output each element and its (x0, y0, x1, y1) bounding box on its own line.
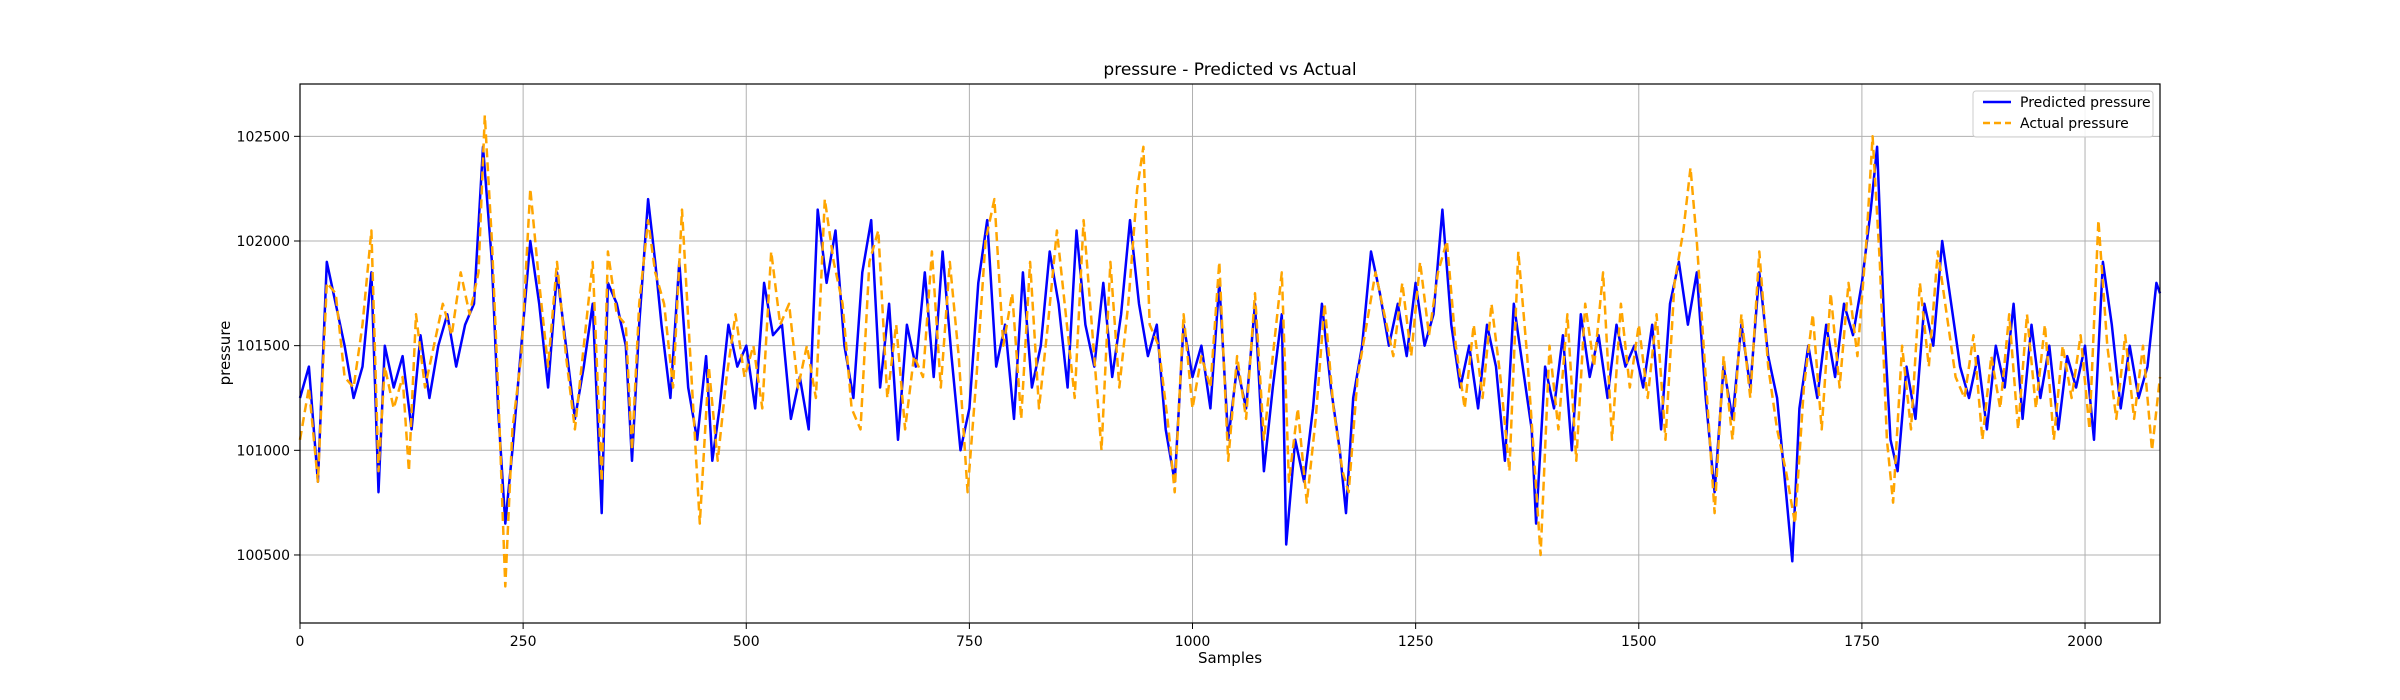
series-line-actual (298, 114, 2162, 588)
plot-background (300, 84, 2160, 623)
x-tick-label: 0 (296, 634, 305, 650)
y-tick-label: 102000 (237, 234, 290, 250)
x-tick-label: 1750 (1844, 634, 1880, 650)
y-tick-label: 101000 (237, 443, 290, 459)
x-tick-label: 1250 (1398, 634, 1434, 650)
y-tick-label: 101500 (237, 339, 290, 355)
x-tick-label: 500 (733, 634, 760, 650)
y-tick-label: 102500 (237, 129, 290, 145)
grid-layer (299, 84, 2160, 623)
x-tick-label: 2000 (2067, 634, 2103, 650)
legend-box (1972, 90, 2154, 138)
legend-label-predicted: Predicted pressure (2020, 95, 2151, 111)
x-axis-title: Samples (1198, 649, 1262, 667)
x-tick-label: 1000 (1175, 634, 1211, 650)
legend-label-actual: Actual pressure (2020, 116, 2129, 132)
chart-title: pressure - Predicted vs Actual (1103, 60, 1356, 80)
x-ticks: 0 250 500 750 1000 1250 1500 1750 2000 (296, 623, 2103, 650)
x-tick-label: 1500 (1621, 634, 1657, 650)
x-tick-label: 750 (956, 634, 983, 650)
plot-frame (299, 83, 2161, 624)
x-tick-label: 250 (510, 634, 537, 650)
series-layer (298, 114, 2162, 588)
legend: Predicted pressure Actual pressure (1972, 90, 2154, 138)
y-ticks: 100500 101000 101500 102000 102500 (237, 129, 300, 564)
y-tick-label: 100500 (237, 548, 290, 564)
y-axis-title: pressure (216, 321, 234, 386)
